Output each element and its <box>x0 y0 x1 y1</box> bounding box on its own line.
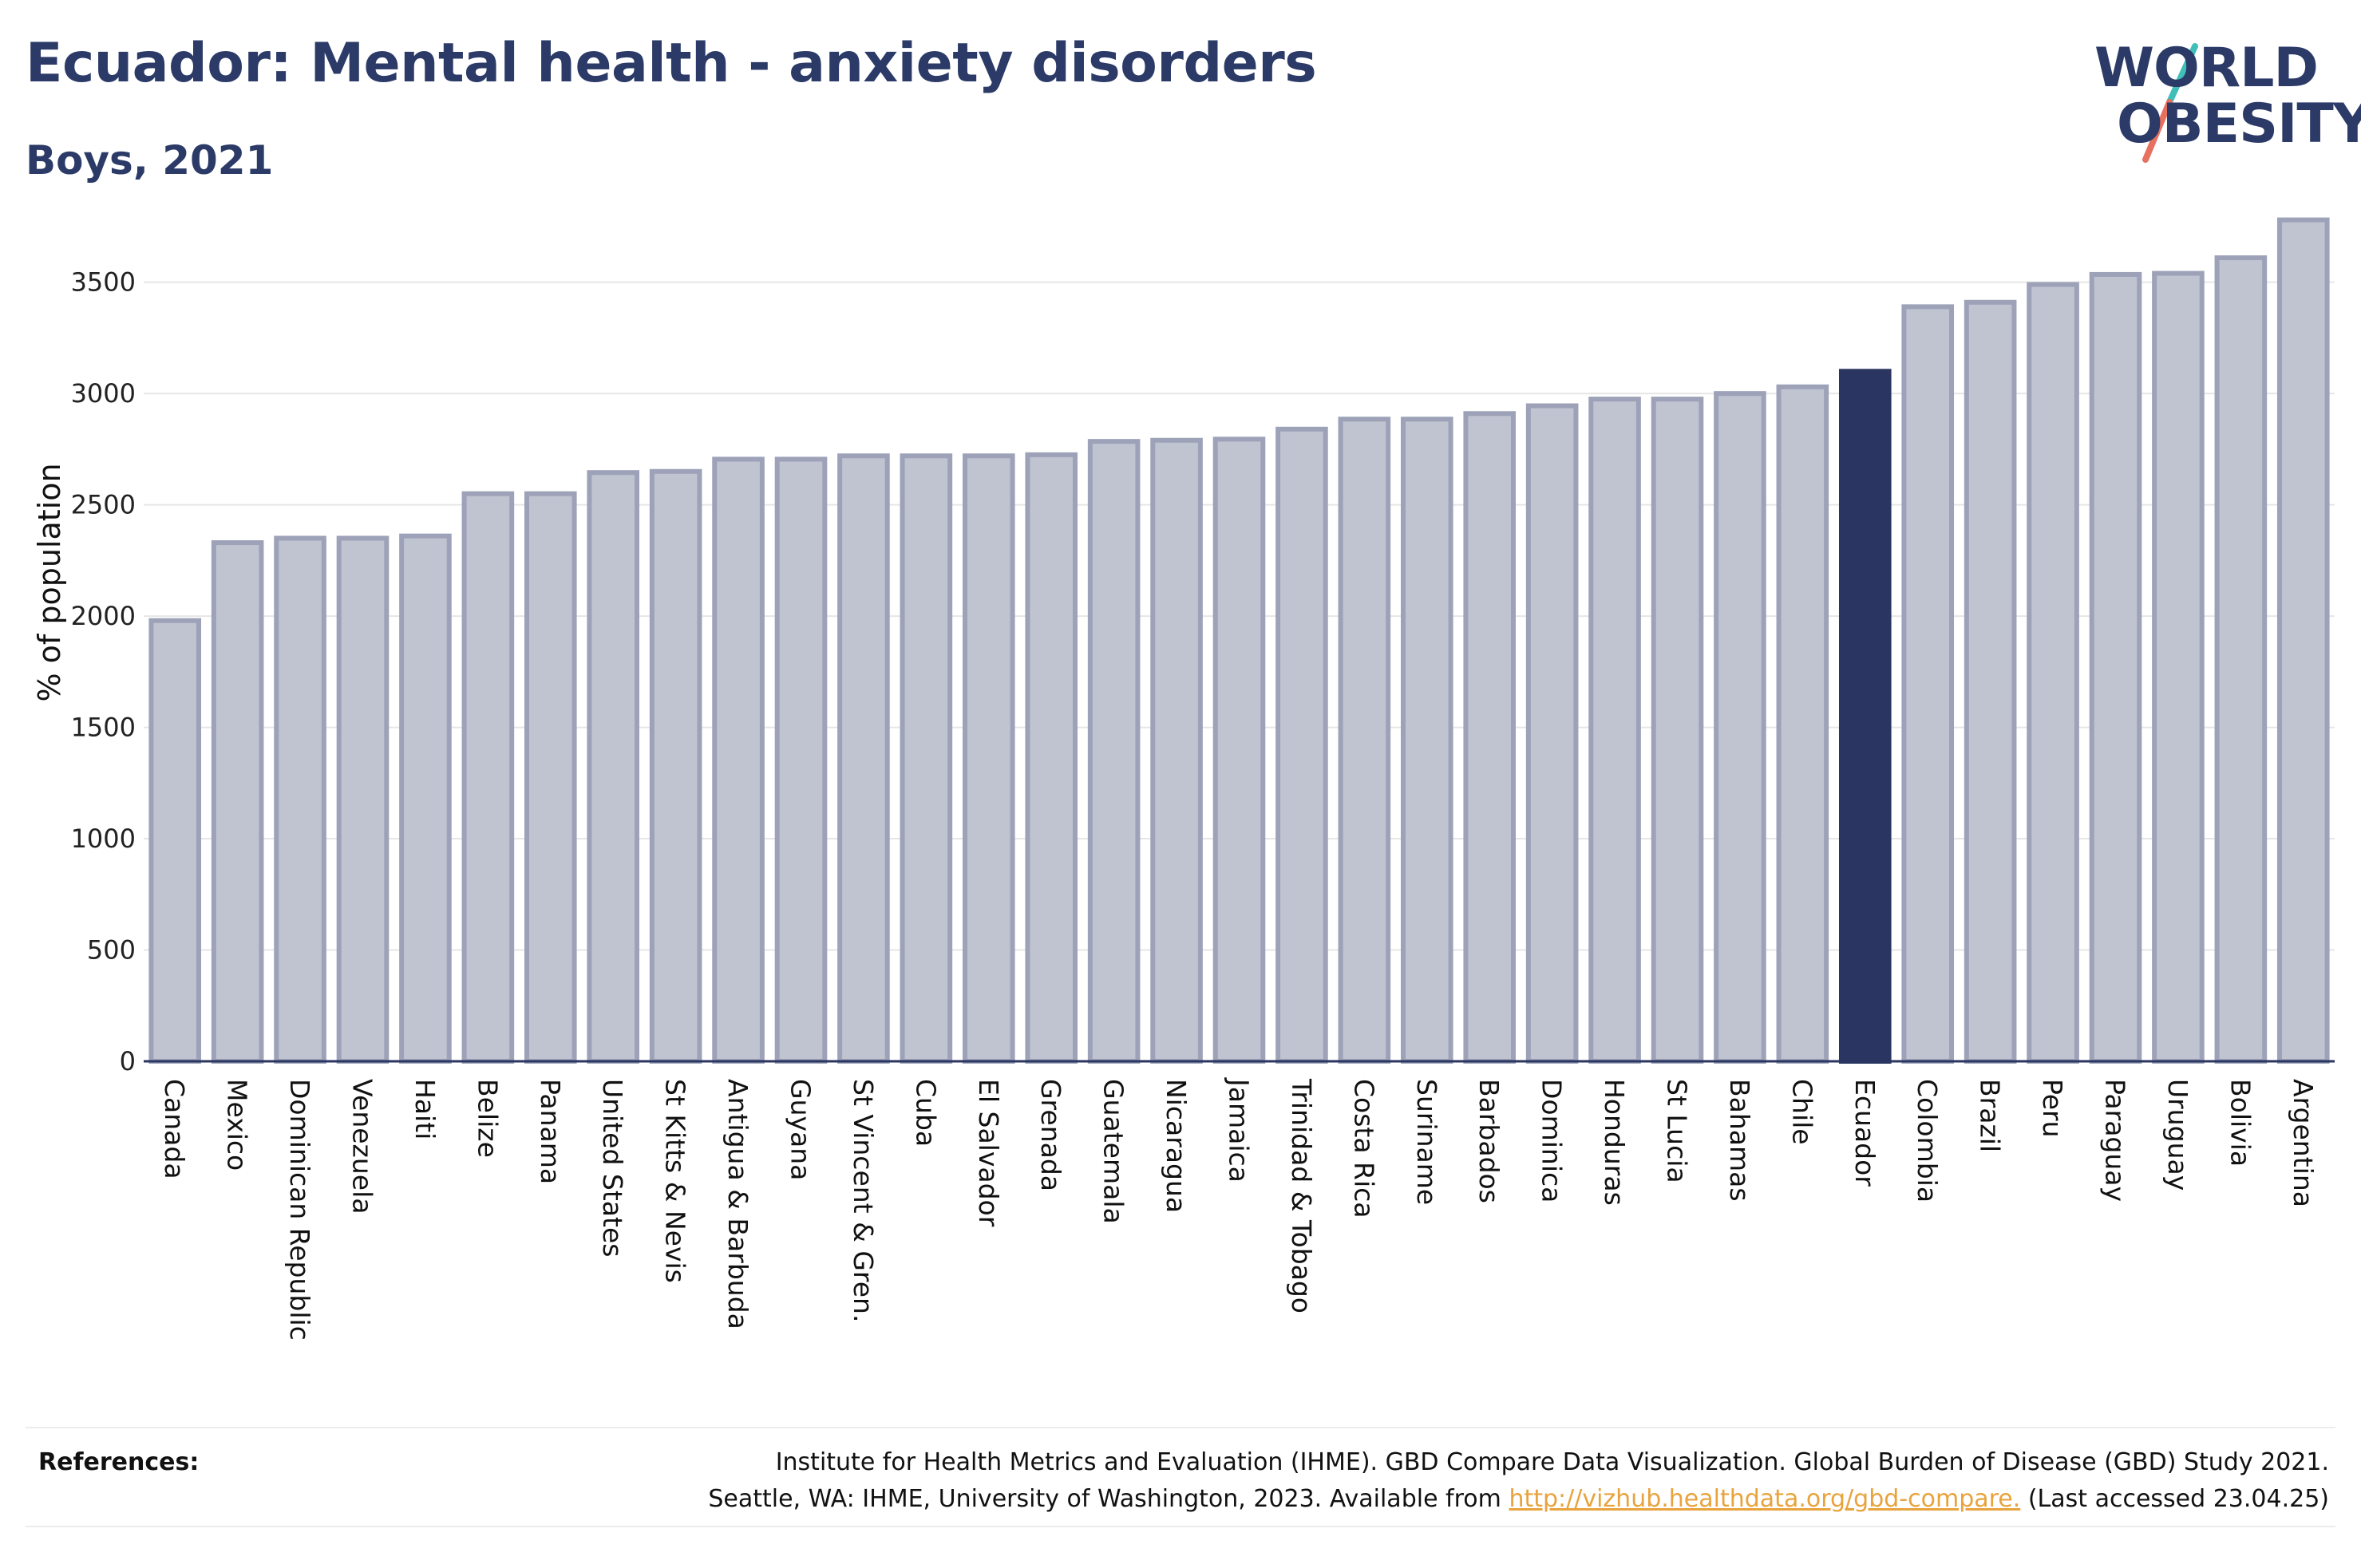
bar-barbados <box>1463 411 1517 1064</box>
references-top-rule <box>26 1427 2335 1428</box>
references-line-2-suffix: (Last accessed 23.04.25) <box>2027 1485 2329 1513</box>
page-subtitle: Boys, 2021 <box>26 137 274 184</box>
bar-dominican-republic <box>274 535 326 1064</box>
bar-bolivia <box>2214 255 2268 1064</box>
y-axis-label: % of population <box>32 463 67 701</box>
bar-nicaragua <box>1150 437 1203 1064</box>
bar-costa-rica <box>1338 417 1391 1064</box>
bar-st-lucia <box>1651 397 1704 1064</box>
y-axis-ticks: 0 500 1000 1500 2000 2500 3000 3500 <box>71 267 136 1076</box>
x-tick-label: Nicaragua <box>1161 1079 1192 1213</box>
x-tick-label: Guatemala <box>1098 1079 1129 1224</box>
bar-honduras <box>1588 397 1641 1064</box>
x-tick-label: Belize <box>472 1079 503 1158</box>
bar-paraguay <box>2089 271 2142 1064</box>
x-tick-label: Canada <box>159 1079 190 1179</box>
y-tick-label: 2000 <box>71 601 136 631</box>
bar-suriname <box>1400 417 1453 1064</box>
y-tick-label: 1000 <box>71 823 136 854</box>
references-bottom-rule <box>26 1526 2335 1527</box>
references-line-1: Institute for Health Metrics and Evaluat… <box>775 1448 2329 1476</box>
x-tick-label: Haiti <box>409 1079 441 1139</box>
bar-ecuador <box>1838 369 1892 1064</box>
bar-chile <box>1776 384 1829 1064</box>
x-tick-label: Uruguay <box>2162 1079 2193 1191</box>
x-tick-label: Grenada <box>1035 1079 1066 1191</box>
x-tick-label: Chile <box>1786 1079 1817 1145</box>
x-tick-label: Costa Rica <box>1348 1079 1379 1218</box>
bar-cuba <box>900 453 953 1064</box>
bar-argentina <box>2276 217 2330 1064</box>
x-tick-label: Brazil <box>1975 1079 2006 1152</box>
x-tick-label: Guyana <box>785 1079 817 1180</box>
bar-trinidad-tobago <box>1275 426 1328 1064</box>
x-tick-label: Bahamas <box>1724 1079 1755 1202</box>
references-label: References: <box>38 1448 200 1476</box>
x-tick-label: St Vincent & Gren. <box>848 1079 879 1322</box>
logo-text-world: WORLD <box>2094 37 2319 100</box>
x-tick-label: Bolivia <box>2225 1079 2256 1167</box>
logo-slash-icon <box>2142 43 2198 163</box>
references-text: Institute for Health Metrics and Evaluat… <box>493 1444 2329 1518</box>
x-tick-label: Suriname <box>1411 1079 1442 1205</box>
logo-text-obesity: OBESITY <box>2117 93 2361 156</box>
bar-grenada <box>1025 452 1078 1064</box>
y-tick-label: 500 <box>87 935 136 966</box>
y-tick-label: 2500 <box>71 490 136 520</box>
x-tick-label: Colombia <box>1912 1079 1943 1203</box>
bar-chart: 0 500 1000 1500 2000 2500 3000 3500 Canada Mexic… <box>32 217 2335 1341</box>
bar-el-salvador <box>962 453 1015 1064</box>
y-tick-label: 3000 <box>71 378 136 409</box>
bar-belize <box>461 491 515 1064</box>
bars <box>148 217 2330 1064</box>
x-tick-label: El Salvador <box>973 1079 1004 1227</box>
bar-uruguay <box>2152 271 2205 1064</box>
bar-venezuela <box>336 535 390 1064</box>
bar-guyana <box>774 456 828 1064</box>
y-tick-label: 3500 <box>71 267 136 298</box>
bar-bahamas <box>1714 391 1766 1064</box>
bar-peru <box>2027 282 2079 1064</box>
x-tick-label: Antigua & Barbuda <box>722 1079 753 1329</box>
world-obesity-logo: WORLD OBESITY <box>2075 24 2361 168</box>
x-tick-label: United States <box>597 1079 628 1257</box>
page-title: Ecuador: Mental health - anxiety disorde… <box>26 32 1317 95</box>
x-tick-label: Mexico <box>222 1079 253 1171</box>
bar-st-kitts-nevis <box>649 468 702 1064</box>
x-tick-label: Paraguay <box>2100 1079 2131 1202</box>
x-tick-label: Dominican Republic <box>284 1079 315 1341</box>
x-tick-label: Dominica <box>1536 1079 1568 1203</box>
x-tick-label: Panama <box>535 1079 566 1184</box>
x-tick-label: Trinidad & Tobago <box>1286 1078 1317 1313</box>
x-tick-label: Ecuador <box>1849 1079 1880 1187</box>
bar-jamaica <box>1212 436 1266 1064</box>
x-axis-ticks: Canada Mexico Dominican Republic Venezuela H… <box>159 1077 2319 1341</box>
bar-canada <box>148 618 202 1064</box>
bar-st-vincent-gren- <box>837 453 890 1064</box>
x-tick-label: St Kitts & Nevis <box>660 1079 691 1283</box>
y-tick-label: 1500 <box>71 713 136 743</box>
x-tick-label: Argentina <box>2288 1079 2319 1207</box>
x-tick-label: Honduras <box>1599 1079 1630 1206</box>
bar-antigua-barbuda <box>712 456 765 1064</box>
x-tick-label: Barbados <box>1473 1079 1505 1203</box>
x-tick-label: St Lucia <box>1662 1079 1693 1183</box>
bar-united-states <box>587 470 640 1064</box>
y-tick-label: 0 <box>120 1046 136 1076</box>
x-tick-label: Venezuela <box>347 1079 378 1214</box>
x-tick-label: Peru <box>2037 1079 2068 1138</box>
bar-guatemala <box>1087 439 1141 1064</box>
references-line-2: Seattle, WA: IHME, University of Washing… <box>493 1481 2329 1518</box>
bar-brazil <box>1964 299 2017 1064</box>
bar-panama <box>524 491 577 1064</box>
bar-haiti <box>399 533 452 1064</box>
references-line-2-prefix: Seattle, WA: IHME, University of Washing… <box>708 1485 1501 1513</box>
x-tick-label: Jamaica <box>1224 1077 1255 1183</box>
x-tick-label: Cuba <box>910 1079 941 1147</box>
bar-colombia <box>1901 304 1955 1064</box>
references-link[interactable]: http://vizhub.healthdata.org/gbd-compare… <box>1509 1485 2021 1513</box>
bar-mexico <box>211 540 264 1064</box>
bar-dominica <box>1525 403 1579 1064</box>
